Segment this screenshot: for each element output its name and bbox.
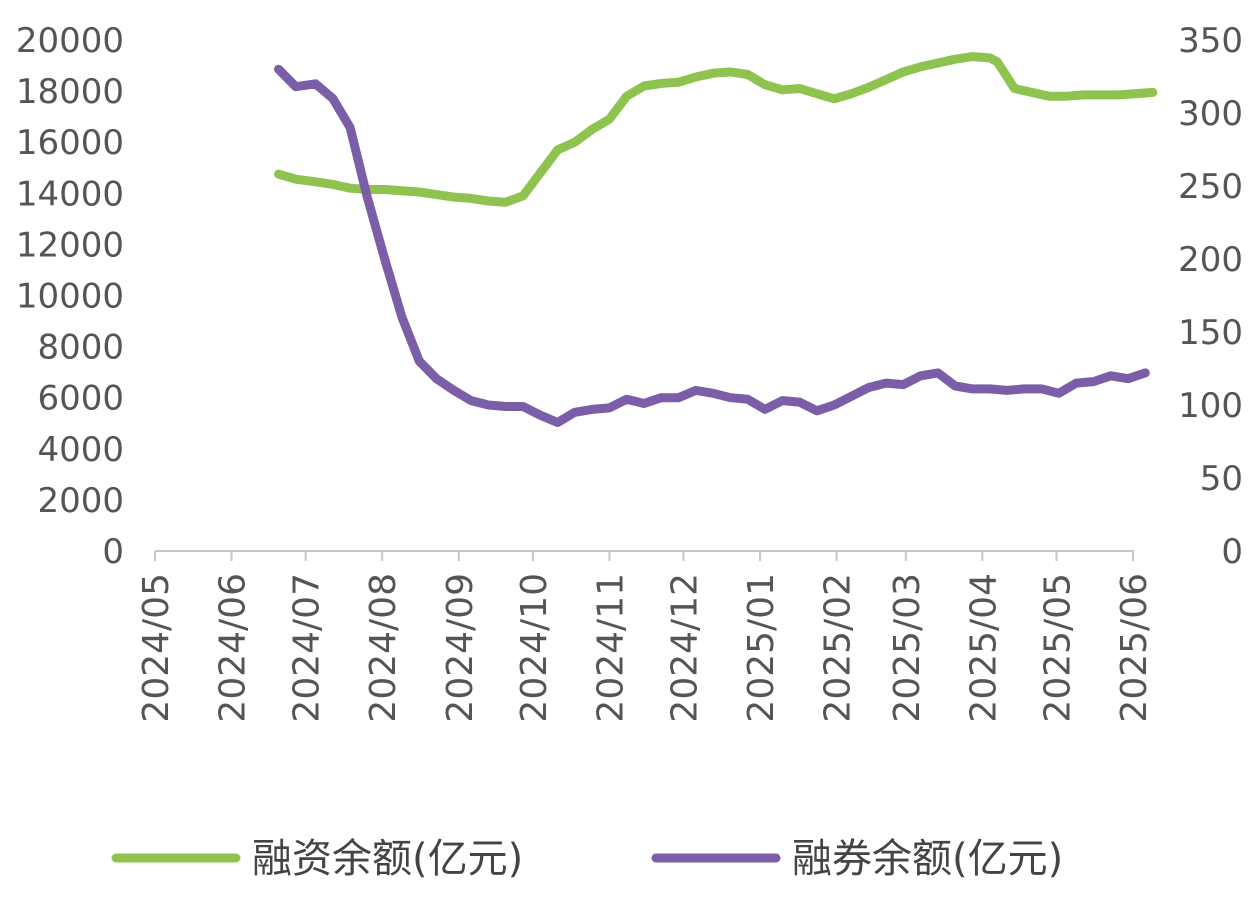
left-tick-label: 18000 bbox=[16, 72, 124, 112]
x-axis-tick-labels: 2024/05 2024/06 2024/07 2024/08 2024/09 2024/… bbox=[136, 573, 1155, 723]
x-tick-label: 2025/06 bbox=[1114, 573, 1155, 723]
left-tick-label: 8000 bbox=[37, 328, 124, 368]
right-tick-label: 150 bbox=[1178, 313, 1243, 353]
left-axis-tick-labels: 0 2000 4000 6000 8000 10000 12000 14000 16000 180… bbox=[16, 21, 124, 572]
x-tick-label: 2024/12 bbox=[665, 573, 706, 723]
x-tick-label: 2025/04 bbox=[963, 573, 1004, 723]
x-tick-label: 2025/02 bbox=[818, 573, 859, 723]
left-tick-label: 10000 bbox=[16, 277, 124, 317]
x-tick-label: 2025/01 bbox=[741, 573, 782, 723]
right-tick-label: 50 bbox=[1200, 459, 1243, 499]
left-tick-label: 0 bbox=[102, 532, 124, 572]
left-tick-label: 4000 bbox=[37, 430, 124, 470]
x-tick-label: 2024/09 bbox=[440, 573, 481, 723]
x-tick-label: 2024/10 bbox=[514, 573, 555, 723]
left-tick-label: 12000 bbox=[16, 225, 124, 265]
right-tick-label: 250 bbox=[1178, 167, 1243, 207]
legend-label-0: 融资余额(亿元) bbox=[252, 836, 523, 882]
x-tick-label: 2024/07 bbox=[287, 573, 328, 723]
right-axis-tick-labels: 0 50 100 150 200 250 300 350 bbox=[1178, 21, 1243, 572]
right-tick-label: 300 bbox=[1178, 94, 1243, 134]
series-lines bbox=[274, 52, 1158, 427]
series-line-1 bbox=[274, 64, 1150, 427]
left-tick-label: 20000 bbox=[16, 21, 124, 61]
right-tick-label: 350 bbox=[1178, 21, 1243, 61]
left-tick-label: 16000 bbox=[16, 123, 124, 163]
right-tick-label: 200 bbox=[1178, 240, 1243, 280]
x-tick-label: 2024/08 bbox=[363, 573, 404, 723]
left-tick-label: 6000 bbox=[37, 379, 124, 419]
x-tick-label: 2024/11 bbox=[590, 573, 631, 723]
right-tick-label: 100 bbox=[1178, 386, 1243, 426]
right-tick-label: 0 bbox=[1221, 532, 1243, 572]
axes bbox=[154, 550, 1134, 561]
legend: 融资余额(亿元) 融券余额(亿元) bbox=[111, 836, 1063, 882]
series-line-0 bbox=[274, 52, 1158, 207]
x-tick-label: 2024/05 bbox=[136, 573, 177, 723]
x-tick-label: 2025/05 bbox=[1037, 573, 1078, 723]
left-tick-label: 14000 bbox=[16, 174, 124, 214]
left-tick-label: 2000 bbox=[37, 481, 124, 521]
x-tick-label: 2025/03 bbox=[887, 573, 928, 723]
legend-label-1: 融券余额(亿元) bbox=[792, 836, 1063, 882]
x-tick-label: 2024/06 bbox=[213, 573, 254, 723]
